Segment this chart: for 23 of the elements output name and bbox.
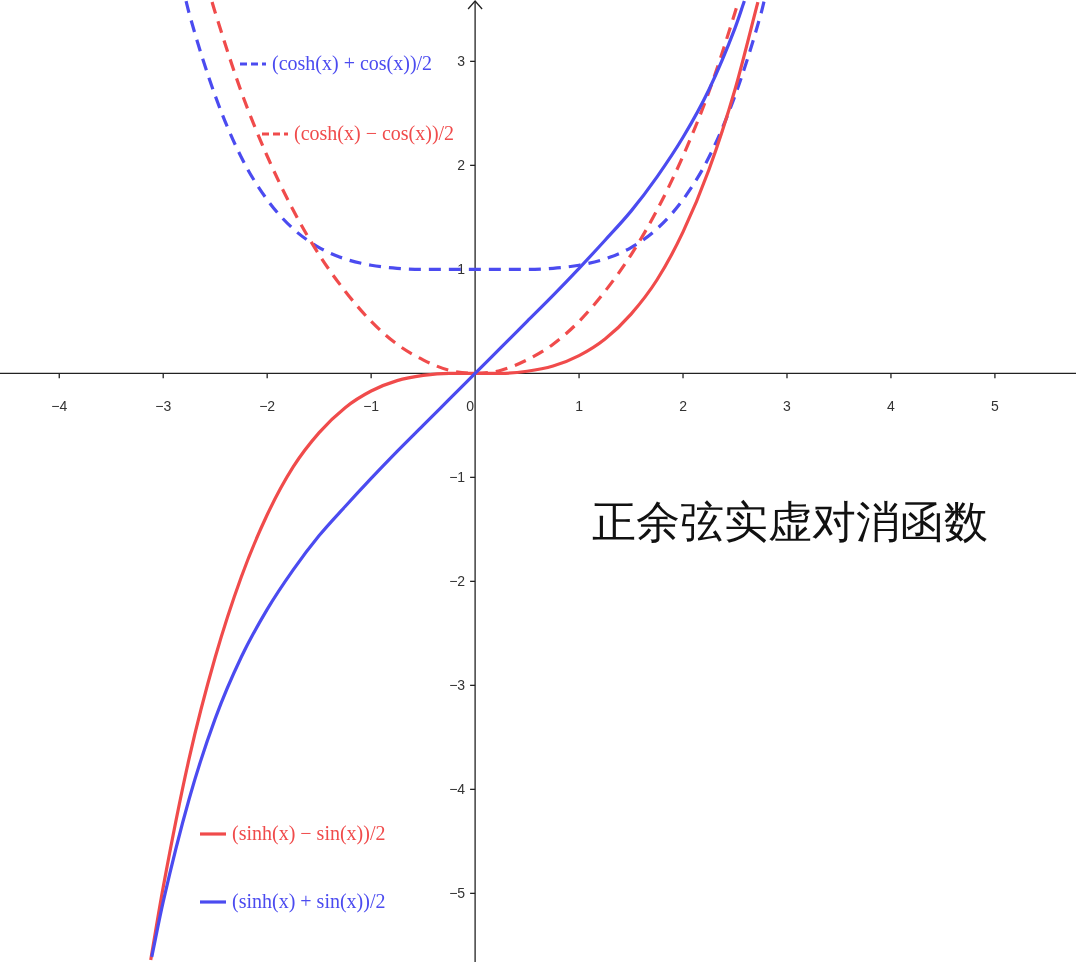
x-tick-label: 3 <box>783 398 792 415</box>
y-tick-label: −1 <box>449 469 466 486</box>
y-tick-label: −3 <box>449 677 466 694</box>
x-tick-label: 0 <box>466 398 475 415</box>
legend-label: (cosh(x) + cos(x))/2 <box>272 52 433 75</box>
x-tick-label: 2 <box>679 398 688 415</box>
x-tick-label: 4 <box>887 398 896 415</box>
x-tick-label: 5 <box>991 398 1000 415</box>
y-tick-label: 3 <box>457 53 466 70</box>
y-tick-label: −5 <box>449 885 466 902</box>
legend-label: (sinh(x) + sin(x))/2 <box>232 890 386 913</box>
y-tick-label: 2 <box>457 157 466 174</box>
legend-label: (sinh(x) − sin(x))/2 <box>232 822 386 845</box>
x-tick-label: −3 <box>155 398 172 415</box>
y-tick-label: 1 <box>457 261 466 278</box>
y-tick-label: −2 <box>449 573 466 590</box>
x-tick-label: −2 <box>259 398 276 415</box>
x-tick-label: −1 <box>363 398 380 415</box>
legend-label: (cosh(x) − cos(x))/2 <box>294 122 455 145</box>
text: 正余弦实虚对消函数 <box>592 498 988 547</box>
x-tick-label: 1 <box>575 398 584 415</box>
y-tick-label: −4 <box>449 781 466 798</box>
x-tick-label: −4 <box>51 398 68 415</box>
